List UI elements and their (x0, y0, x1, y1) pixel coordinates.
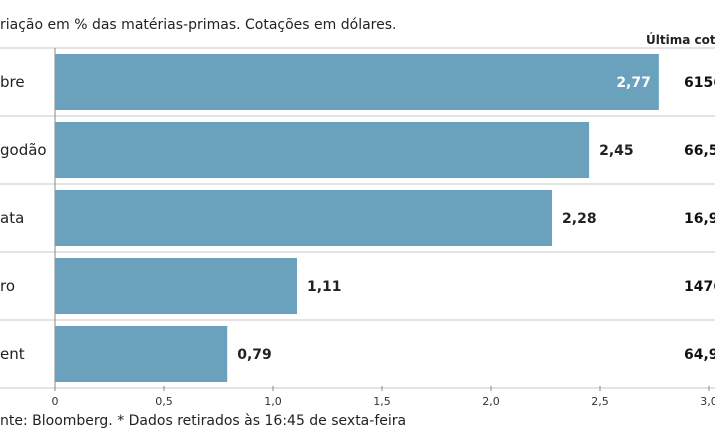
bar-4 (55, 326, 228, 382)
value-label: 2,45 (599, 143, 634, 159)
value-label: 2,77 (616, 75, 651, 91)
category-label: bre (0, 73, 25, 91)
x-tick-label: 0,5 (155, 395, 173, 408)
last-price-label: 1476,37 (684, 279, 715, 295)
x-tick-label: 0 (52, 395, 59, 408)
chart-subtitle: riação em % das matérias-primas. Cotaçõe… (0, 17, 397, 33)
bar-2 (55, 190, 553, 246)
value-label: 1,11 (307, 279, 342, 295)
value-label: 0,79 (237, 347, 272, 363)
value-label: 2,28 (562, 211, 597, 227)
category-label: godão (0, 141, 47, 159)
x-tick-label: 2,0 (482, 395, 500, 408)
x-tick-label: 2,5 (591, 395, 609, 408)
last-price-column-header: Última cotaç (646, 33, 715, 47)
last-price-label: 16,9539 (684, 211, 715, 227)
bar-0 (55, 54, 659, 110)
category-label: ro (0, 277, 15, 295)
bar-1 (55, 122, 590, 178)
x-tick-label: 1,5 (373, 395, 391, 408)
category-label: ata (0, 209, 24, 227)
chart-source-note: nte: Bloomberg. * Dados retirados às 16:… (0, 413, 407, 429)
x-tick-label: 1,0 (264, 395, 282, 408)
last-price-label: 6156 (684, 75, 715, 91)
bar-3 (55, 258, 297, 314)
x-tick-label: 3,0 (700, 395, 715, 408)
last-price-label: 66,59 (684, 143, 715, 159)
last-price-label: 64,9 (684, 347, 715, 363)
category-label: ent (0, 345, 25, 363)
